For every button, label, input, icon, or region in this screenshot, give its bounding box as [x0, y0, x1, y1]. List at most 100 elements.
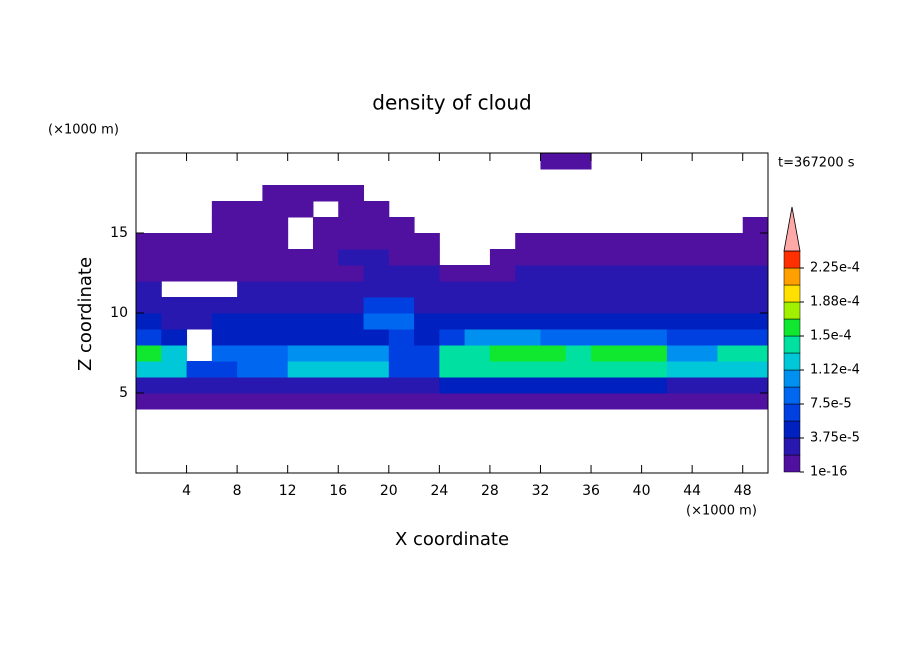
cell — [591, 393, 617, 410]
x-tick-label: 44 — [683, 483, 701, 499]
cell — [262, 217, 289, 234]
cell — [414, 345, 440, 362]
colorbar-swatch — [783, 284, 801, 303]
cell — [186, 393, 213, 410]
cell — [388, 377, 415, 394]
cell — [439, 393, 466, 410]
cell — [388, 313, 415, 330]
colorbar-swatch — [783, 318, 801, 337]
cell — [540, 377, 567, 394]
cell — [136, 281, 162, 298]
cell — [262, 313, 289, 330]
cell — [338, 377, 365, 394]
cell — [312, 377, 339, 394]
cell — [312, 345, 339, 362]
cell — [515, 249, 541, 266]
x-tick-label: 24 — [430, 483, 448, 499]
cell — [237, 361, 263, 378]
cell — [641, 233, 668, 250]
cell — [388, 281, 415, 298]
cell — [237, 393, 263, 410]
cell — [211, 393, 238, 410]
cell — [641, 377, 668, 394]
cell — [237, 233, 263, 250]
x-tick-label: 20 — [380, 483, 398, 499]
x-tick-label: 36 — [582, 483, 600, 499]
cell — [591, 345, 617, 362]
cell — [363, 345, 390, 362]
x-tick-label: 8 — [233, 483, 242, 499]
cell — [439, 297, 466, 314]
cell — [262, 233, 289, 250]
cell — [565, 265, 592, 282]
cell — [641, 345, 668, 362]
cell — [237, 201, 263, 218]
cell — [489, 345, 516, 362]
cell — [287, 345, 314, 362]
cell — [565, 345, 592, 362]
colorbar-swatch — [783, 454, 801, 473]
cell — [641, 313, 668, 330]
cell — [338, 281, 365, 298]
cell — [312, 329, 339, 346]
cell — [742, 281, 769, 298]
cell — [540, 297, 567, 314]
cell — [540, 393, 567, 410]
cell — [742, 377, 769, 394]
cell — [363, 249, 390, 266]
cell — [540, 265, 567, 282]
cell — [489, 313, 516, 330]
cell — [666, 329, 693, 346]
cell — [338, 201, 365, 218]
cell — [515, 393, 541, 410]
cell — [388, 329, 415, 346]
cell — [489, 265, 516, 282]
cell — [515, 377, 541, 394]
cell — [565, 249, 592, 266]
cell — [287, 201, 314, 218]
cell — [262, 345, 289, 362]
cell — [414, 297, 440, 314]
cell — [363, 281, 390, 298]
cell — [692, 281, 718, 298]
cell — [161, 393, 188, 410]
cell — [666, 233, 693, 250]
cell — [464, 313, 491, 330]
cell — [363, 201, 390, 218]
cell — [388, 249, 415, 266]
cell — [439, 345, 466, 362]
cell — [161, 297, 188, 314]
cell — [591, 249, 617, 266]
cell — [439, 265, 466, 282]
y-tick-label: 15 — [110, 225, 128, 241]
cell — [591, 361, 617, 378]
cell — [338, 297, 365, 314]
cell — [237, 377, 263, 394]
colorbar-tick-label: 1e-16 — [810, 465, 848, 480]
cell — [262, 329, 289, 346]
cell — [287, 361, 314, 378]
cell — [388, 361, 415, 378]
cell — [489, 361, 516, 378]
cell — [742, 361, 769, 378]
cell — [742, 233, 769, 250]
cell — [338, 393, 365, 410]
cell — [717, 249, 744, 266]
cell — [742, 345, 769, 362]
cell — [641, 281, 668, 298]
cell — [161, 377, 188, 394]
cell — [717, 265, 744, 282]
cell — [616, 345, 643, 362]
cell — [414, 393, 440, 410]
cell — [742, 329, 769, 346]
y-axis-label: Z coordinate — [75, 257, 96, 371]
cell — [312, 233, 339, 250]
cell — [717, 281, 744, 298]
cell — [489, 377, 516, 394]
cell — [211, 201, 238, 218]
x-tick-label: 4 — [182, 483, 191, 499]
cell — [161, 233, 188, 250]
cell — [211, 313, 238, 330]
cell — [136, 345, 162, 362]
cell — [692, 233, 718, 250]
